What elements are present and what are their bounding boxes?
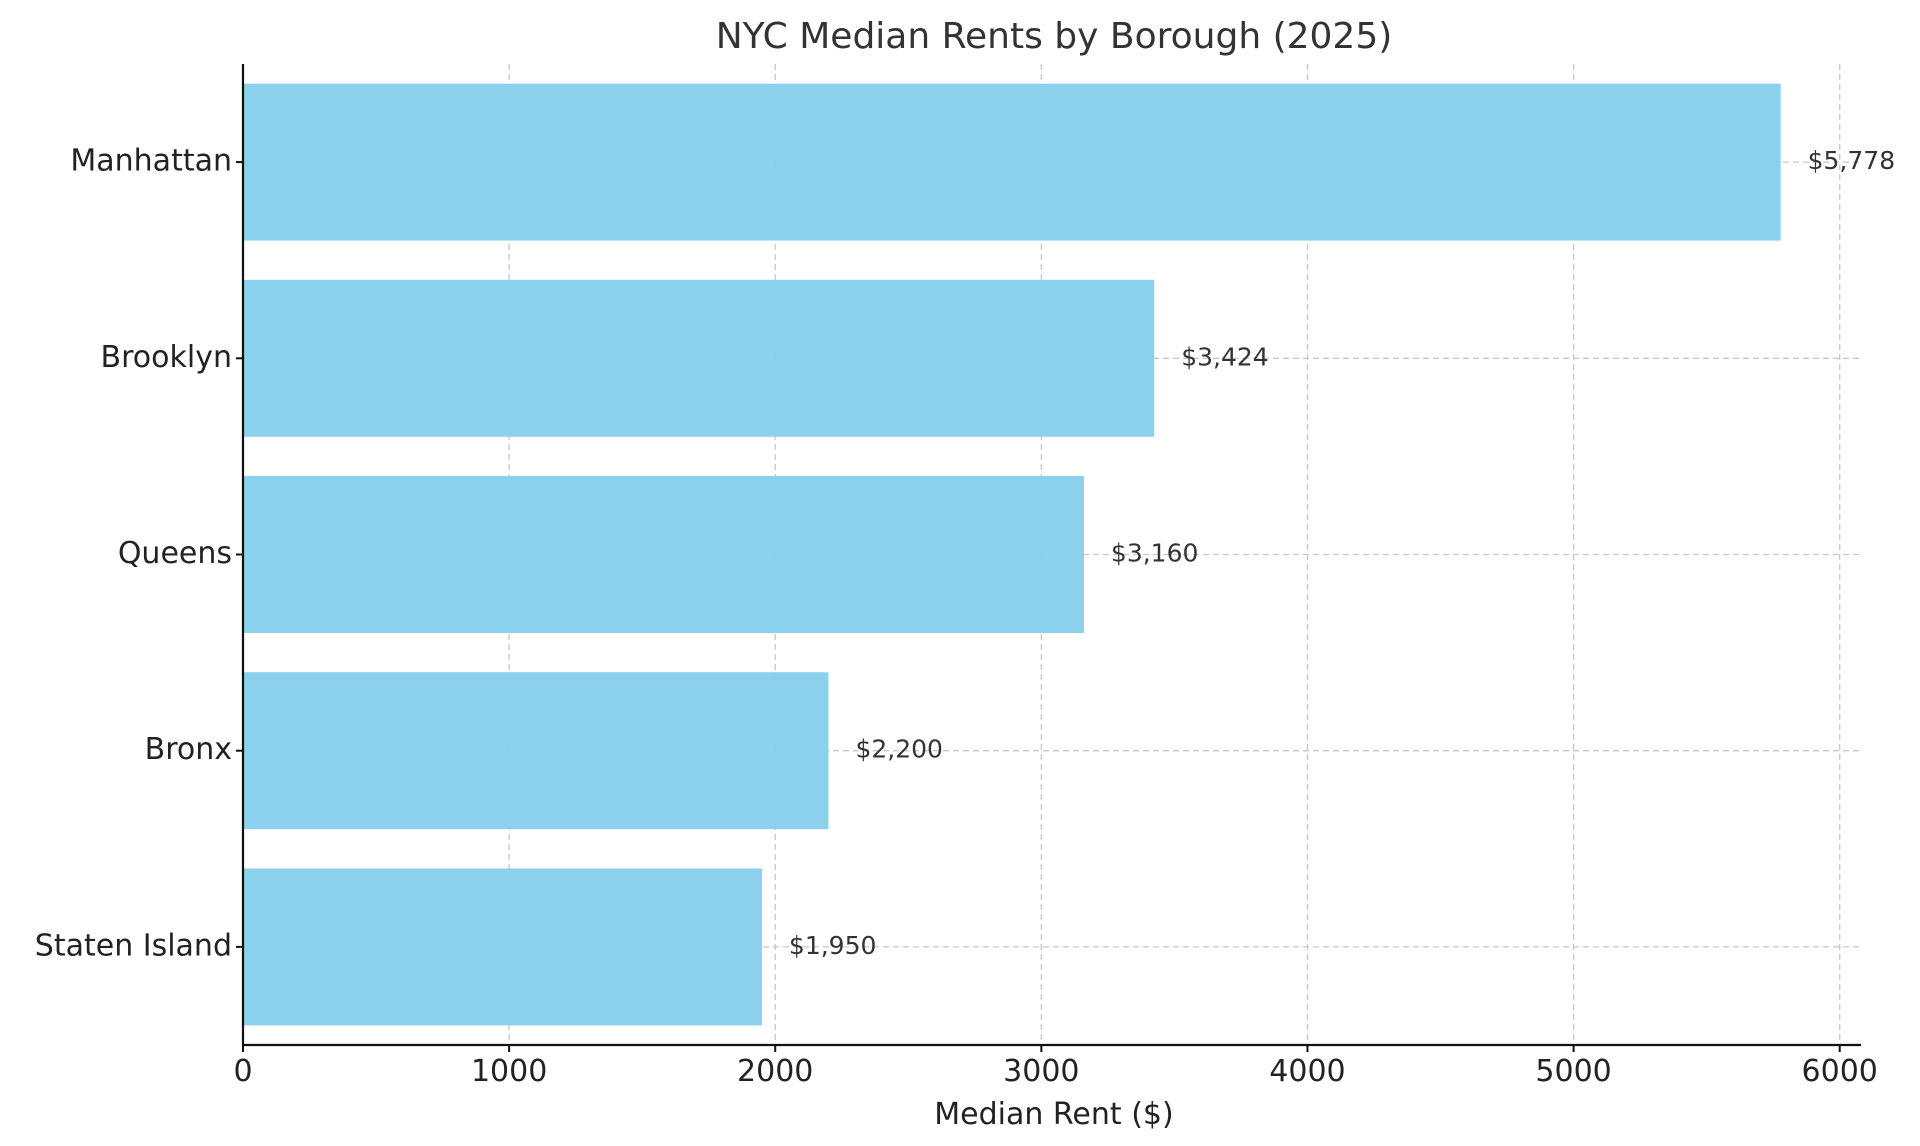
x-axis-title: Median Rent ($)	[934, 1097, 1173, 1132]
x-tick-label-3: 3000	[1003, 1054, 1079, 1089]
value-labels: $5,778 $3,424 $3,160 $2,200 $1,950	[789, 146, 1895, 960]
value-label-queens: $3,160	[1111, 539, 1198, 568]
bar-queens	[243, 476, 1084, 633]
x-tick-label-6: 6000	[1802, 1054, 1878, 1089]
category-label-staten-island: Staten Island	[35, 928, 232, 963]
category-label-queens: Queens	[118, 536, 232, 571]
value-label-bronx: $2,200	[855, 735, 942, 764]
bar-brooklyn	[243, 279, 1155, 437]
bars	[243, 83, 1781, 1026]
value-label-manhattan: $5,778	[1808, 146, 1895, 175]
value-label-brooklyn: $3,424	[1181, 342, 1268, 371]
x-tick-label-2: 2000	[737, 1054, 813, 1089]
x-tick-label-4: 4000	[1269, 1054, 1345, 1089]
ticks: Manhattan Brooklyn Queens Bronx Staten Islan…	[35, 144, 1878, 1089]
bar-staten-island	[243, 868, 762, 1026]
bar-bronx	[243, 672, 829, 830]
category-label-manhattan: Manhattan	[70, 144, 232, 179]
category-label-brooklyn: Brooklyn	[101, 340, 232, 375]
chart-title: NYC Median Rents by Borough (2025)	[716, 16, 1393, 57]
x-tick-label-5: 5000	[1535, 1054, 1611, 1089]
x-tick-label-0: 0	[233, 1054, 252, 1089]
category-label-bronx: Bronx	[145, 732, 232, 767]
x-tick-label-1: 1000	[471, 1054, 547, 1089]
value-label-staten-island: $1,950	[789, 931, 876, 960]
bar-manhattan	[243, 83, 1781, 241]
